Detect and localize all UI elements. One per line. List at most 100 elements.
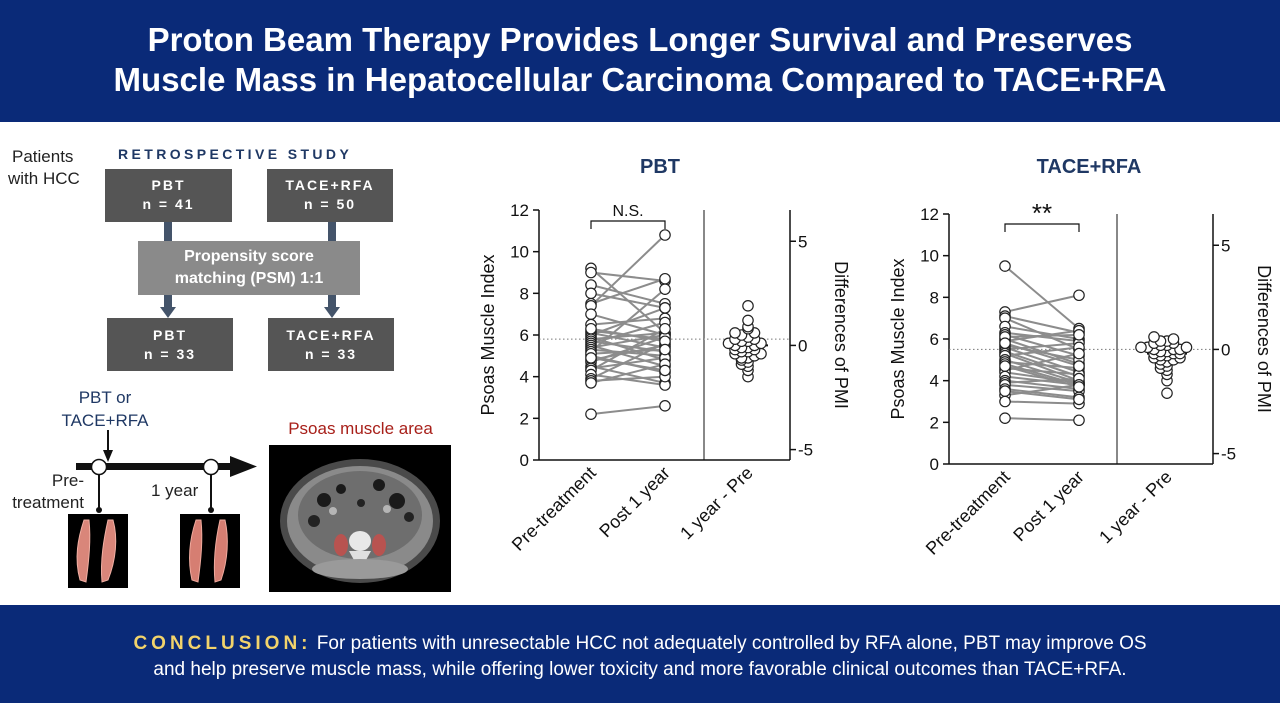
- paired-line: [1004, 331, 1080, 343]
- post-1year-point: [1073, 329, 1085, 341]
- timeline-bar: [76, 463, 231, 470]
- chart-tace: TACE+RFA 0 2 4 6 8 10 12 Psoas Muscle Index -5 0 5 D…: [888, 156, 1274, 559]
- post-1year-point: [659, 322, 671, 335]
- box-tace-matched-n: n = 33: [304, 346, 358, 362]
- difference-point: [1167, 333, 1180, 345]
- conclusion-banner: CONCLUSION: For patients with unresectab…: [0, 605, 1280, 703]
- difference-point: [1180, 341, 1193, 354]
- post-1year-point: [1073, 381, 1085, 393]
- paired-line: [590, 234, 666, 307]
- conclusion-label: CONCLUSION:: [133, 633, 312, 654]
- y-tick-label: 4: [930, 372, 939, 391]
- paired-line: [1004, 400, 1080, 405]
- post-1year-point: [1073, 360, 1085, 372]
- box-pbt-matched-title: PBT: [153, 327, 187, 343]
- y-tick-label: 6: [930, 330, 939, 349]
- post-timepoint-marker: [202, 458, 220, 476]
- x-category-label: Post 1 year: [595, 463, 674, 542]
- pre-treatment-point: [585, 377, 597, 389]
- paired-line: [1004, 265, 1080, 330]
- paired-line: [1004, 315, 1080, 334]
- pre-label-line2: treatment: [12, 493, 84, 512]
- box-pbt-matched-n: n = 33: [143, 346, 197, 362]
- post-pointer-dot: [208, 507, 214, 513]
- paired-line: [1004, 333, 1080, 357]
- x-category-label: 1 year - Pre: [676, 463, 757, 544]
- paired-line: [1004, 294, 1080, 313]
- y-tick-label: 10: [920, 247, 939, 266]
- post-1year-point: [659, 400, 671, 412]
- psoas-right-highlight: [372, 534, 386, 556]
- paired-line: [590, 356, 666, 372]
- psoas-area-label-text: Psoas muscle area: [288, 419, 433, 438]
- paired-line: [1004, 383, 1080, 397]
- paired-line: [590, 404, 666, 416]
- ct-scan-image: [269, 445, 451, 592]
- arrow-shaft-pbt-bottom: [164, 295, 172, 307]
- pre-treatment-point: [585, 266, 597, 279]
- significance-bracket: [590, 220, 666, 229]
- paired-line: [1004, 388, 1080, 399]
- one-year-label: 1 year: [151, 481, 199, 500]
- difference-point: [742, 314, 754, 327]
- difference-point: [1135, 341, 1147, 354]
- paired-line: [590, 373, 666, 386]
- box-pbt-initial: PBT n = 41: [105, 169, 232, 222]
- pre-treatment-point: [999, 412, 1011, 424]
- pre-treatment-point: [585, 287, 597, 300]
- pre-treatment-point: [585, 322, 597, 335]
- significance-label: **: [1032, 198, 1052, 228]
- difference-point: [1148, 331, 1160, 343]
- arrow-shaft-pbt-top: [164, 222, 172, 242]
- conclusion-line1: CONCLUSION: For patients with unresectab…: [0, 631, 1280, 657]
- post-1year-point: [659, 302, 671, 314]
- y-tick-label: 0: [930, 455, 939, 474]
- pre-treatment-point: [999, 360, 1011, 372]
- paired-line: [1004, 360, 1080, 370]
- paired-line: [590, 331, 666, 341]
- arrow-head-tace: [324, 307, 340, 318]
- paired-line: [590, 327, 666, 372]
- conclusion-text-1: For patients with unresectable HCC not a…: [316, 633, 1147, 654]
- pre-treatment-label: Pre- treatment: [2, 470, 84, 514]
- pre-label-line1: Pre-: [51, 471, 84, 490]
- difference-point: [1161, 387, 1173, 399]
- psm-line1: Propensity score: [184, 248, 314, 265]
- paired-line: [1004, 383, 1080, 393]
- y-tick-label: 2: [930, 413, 939, 432]
- paired-line: [1004, 417, 1080, 422]
- pre-treatment-point: [585, 408, 597, 420]
- paired-line: [1004, 346, 1080, 357]
- x-category-label: Pre-treatment: [508, 463, 600, 555]
- paired-line: [1004, 325, 1080, 340]
- flow-arrows: [160, 222, 340, 318]
- title-line-2: Muscle Mass in Hepatocellular Carcinoma …: [113, 61, 1167, 98]
- y-axis-label: Psoas Muscle Index: [888, 258, 908, 419]
- y-axis-label: Psoas Muscle Index: [478, 254, 498, 415]
- paired-line: [1004, 346, 1080, 374]
- paired-line: [1004, 365, 1080, 388]
- box-tace-initial: TACE+RFA n = 50: [267, 169, 393, 222]
- significance-bracket: [1004, 223, 1080, 232]
- paired-line: [590, 277, 666, 305]
- timeline-graphic: [76, 430, 257, 513]
- post-1year-point: [1073, 414, 1085, 427]
- arrow-head-pbt: [160, 307, 176, 318]
- post-1year-point: [659, 343, 671, 356]
- psoas-muscle-image-pre: [68, 514, 128, 588]
- title-banner: Proton Beam Therapy Provides Longer Surv…: [0, 0, 1280, 122]
- paired-line: [590, 288, 666, 353]
- paired-line: [1004, 352, 1080, 382]
- pre-treatment-point: [999, 395, 1011, 408]
- treatment-label: PBT or TACE+RFA: [52, 386, 158, 432]
- paired-line: [590, 348, 666, 355]
- paired-line: [1004, 371, 1080, 384]
- y2-axis-label: Differences of PMI: [831, 261, 851, 409]
- box-tace-matched-title: TACE+RFA: [286, 327, 376, 343]
- post-1year-point: [659, 229, 671, 241]
- arrow-shaft-tace-top: [328, 222, 336, 242]
- box-tace-initial-n: n = 50: [303, 196, 357, 212]
- y-tick-label: 8: [520, 284, 529, 303]
- paired-line: [1004, 352, 1080, 372]
- psm-line2: matching (PSM) 1:1: [174, 270, 324, 287]
